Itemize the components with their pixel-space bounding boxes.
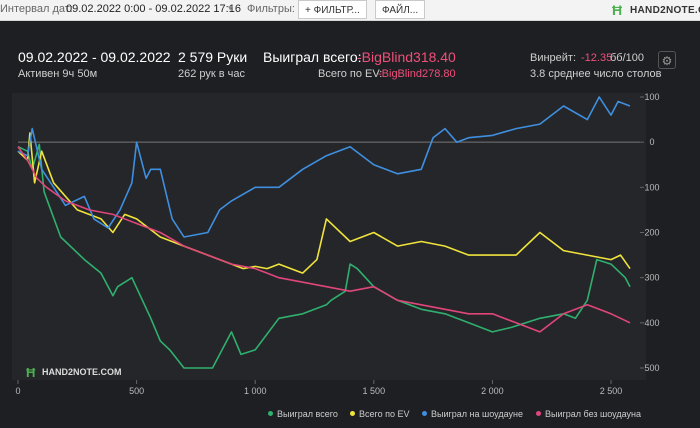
hands-per-hour: 262 рук в час [178, 68, 246, 80]
ev-total-label: Всего по EV: [318, 68, 383, 80]
series-line-1 [17, 132, 631, 274]
won-total-label: Выиграл всего: [263, 49, 362, 65]
y-tick-label: 300 [644, 273, 659, 283]
interval-select[interactable]: 09.02.2022 0:00 - 09.02.2022 17:16 [66, 3, 241, 15]
chevron-down-icon[interactable]: ▾ [228, 3, 233, 13]
watermark-text: HAND2NOTE.COM [42, 367, 122, 377]
legend-dot [268, 411, 273, 416]
won-total-value: -BigBlind318.40 [357, 49, 456, 65]
x-tick-label: 1 000 [244, 386, 267, 396]
legend-label: Выиграл без шоудауна [545, 409, 641, 419]
y-tick-label: 100 [644, 182, 659, 192]
toolbar: Интервал дат: 09.02.2022 0:00 - 09.02.20… [0, 0, 700, 21]
filters-label: Фильтры: [247, 3, 295, 15]
x-tick-label: 0 [15, 386, 20, 396]
legend-label: Всего по EV [359, 409, 410, 419]
legend-dot [422, 411, 427, 416]
winrate-label: Винрейт: [530, 52, 577, 64]
winrate-unit: бб/100 [610, 52, 645, 64]
active-time: Активен 9ч 50м [18, 68, 98, 80]
avg-tables: 3.8 среднее число столов [530, 68, 662, 80]
chart-legend: Выиграл всего Всего по EV Выиграл на шоу… [268, 409, 700, 423]
date-range: 09.02.2022 - 09.02.2022 [18, 49, 171, 65]
legend-item-non-showdown[interactable]: Выиграл без шоудауна [536, 409, 641, 419]
x-tick-label: 2 000 [481, 386, 504, 396]
x-tick-label: 2 500 [600, 386, 623, 396]
y-tick-label: 0 [649, 137, 654, 147]
legend-label: Выиграл на шоудауне [431, 409, 523, 419]
y-tick-label: 100 [644, 92, 659, 102]
legend-label: Выиграл всего [277, 409, 338, 419]
legend-item-showdown[interactable]: Выиграл на шоудауне [422, 409, 523, 419]
y-tick-label: 400 [644, 318, 659, 328]
legend-dot [536, 411, 541, 416]
ev-total-value: -BigBlind278.80 [378, 68, 456, 80]
hands-count: 2 579 Руки [178, 49, 248, 65]
series-line-0 [17, 143, 631, 369]
logo-text: HAND2NOTE.COM [630, 5, 700, 16]
x-tick-label: 1 500 [363, 386, 386, 396]
series-line-3 [17, 146, 631, 333]
y-tick-label: 200 [644, 228, 659, 238]
stats-panel: 09.02.2022 - 09.02.2022 Активен 9ч 50м 2… [0, 40, 700, 84]
interval-label: Интервал дат: [0, 3, 73, 15]
series-line-2 [17, 96, 631, 238]
y-tick-label: 500 [644, 363, 659, 373]
legend-item-won-total[interactable]: Выиграл всего [268, 409, 338, 419]
watermark-icon: Ħ [26, 365, 36, 380]
x-tick-label: 500 [129, 386, 144, 396]
winrate-value: -12.35 [581, 52, 613, 64]
legend-dot [350, 411, 355, 416]
add-filter-button[interactable]: + ФИЛЬТР... [298, 0, 367, 19]
logo-icon: Ħ [612, 2, 623, 18]
legend-item-ev[interactable]: Всего по EV [350, 409, 409, 419]
file-button[interactable]: ФАЙЛ... [375, 0, 426, 19]
gear-icon[interactable]: ⚙ [658, 51, 676, 69]
